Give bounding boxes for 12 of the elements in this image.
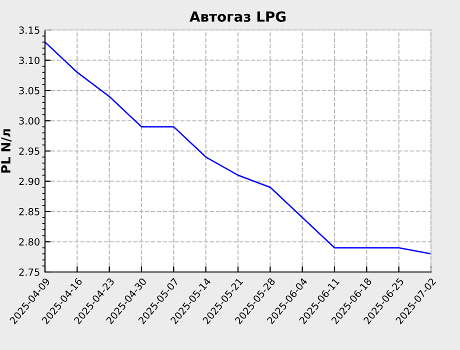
y-tick-label: 2.80 (19, 238, 40, 246)
y-tick-label: 3.05 (19, 86, 40, 94)
line-series (45, 41, 431, 255)
y-tick-label: 2.75 (19, 268, 40, 276)
y-axis-title: PL N/л (1, 129, 12, 173)
y-tick-label: 3.00 (19, 117, 40, 125)
y-tick-label: 2.95 (19, 147, 40, 155)
y-tick-label: 2.85 (19, 208, 40, 216)
y-tick-label: 3.10 (19, 56, 40, 64)
chart-title: Автогаз LPG (190, 11, 286, 22)
y-tick-label: 2.90 (19, 178, 40, 186)
y-tick-label: 3.15 (19, 26, 40, 34)
